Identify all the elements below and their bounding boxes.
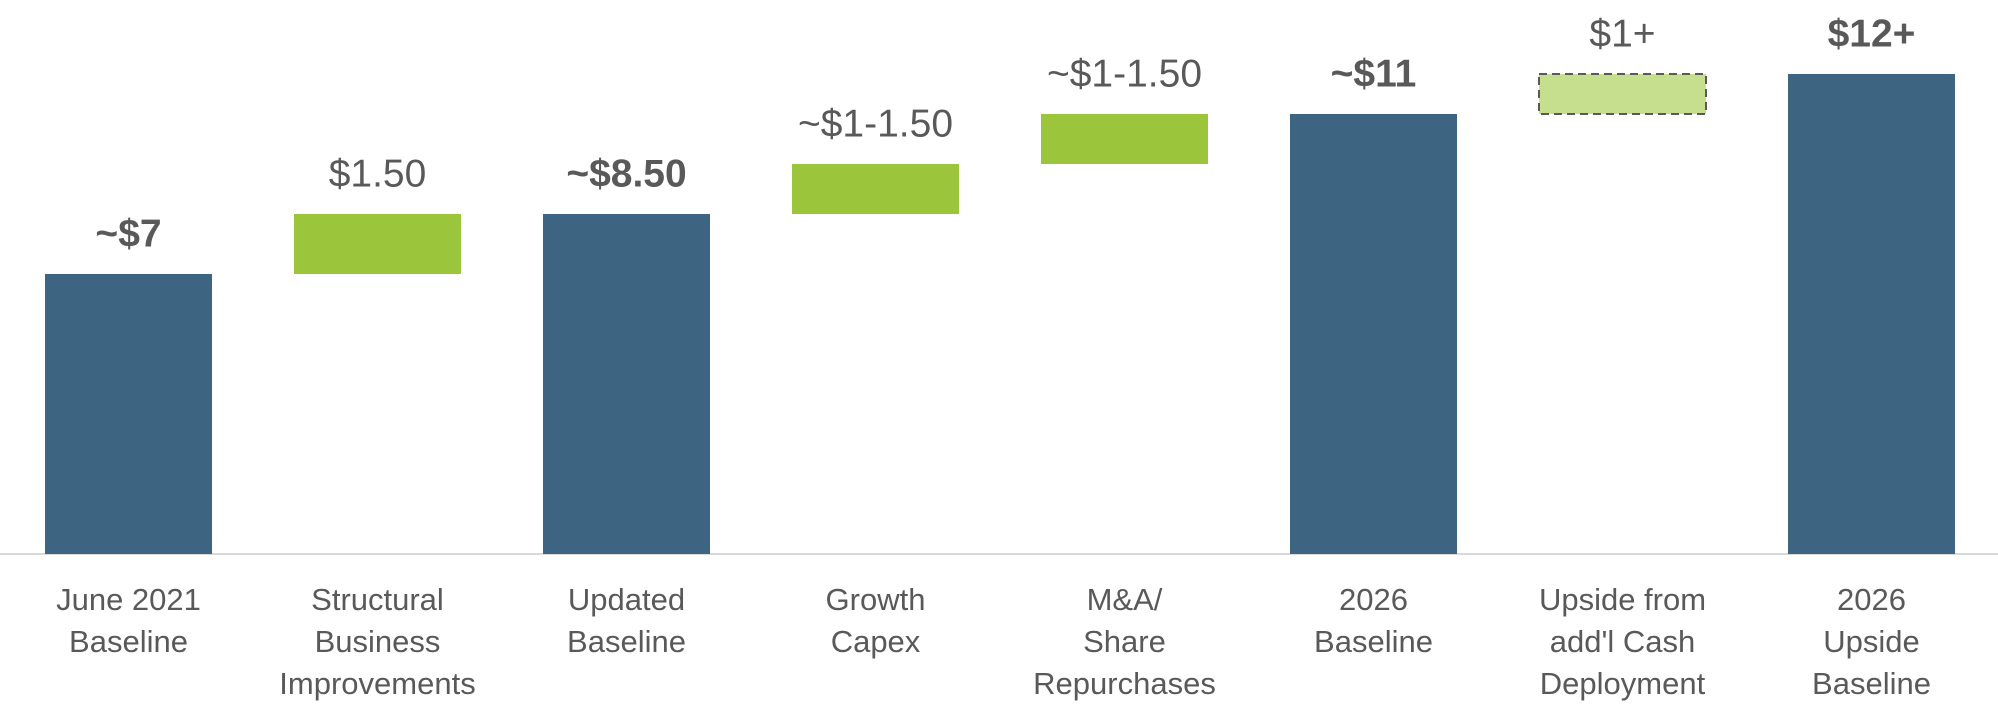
x-tick-label: 2026	[1837, 582, 1906, 617]
x-tick-label: Share	[1083, 624, 1166, 659]
x-tick-label: Improvements	[279, 666, 475, 701]
x-tick-label: Updated	[568, 582, 685, 617]
x-tick-label: Upside from	[1539, 582, 1706, 617]
increment-bar	[1538, 73, 1707, 115]
x-tick-label: Deployment	[1540, 666, 1706, 701]
x-tick-label: Structural	[311, 582, 444, 617]
x-tick-label: Upside	[1823, 624, 1920, 659]
x-tick-label: Baseline	[69, 624, 188, 659]
data-label: ~$7	[95, 212, 161, 255]
x-tick-label: Capex	[831, 624, 921, 659]
x-tick-label: Baseline	[1812, 666, 1931, 701]
total-bar	[45, 274, 212, 554]
x-tick-label: Baseline	[1314, 624, 1433, 659]
increment-bar	[792, 164, 959, 214]
x-tick-label: June 2021	[56, 582, 201, 617]
x-tick-label: Repurchases	[1033, 666, 1216, 701]
data-label: $1.50	[329, 152, 427, 195]
x-tick-label: Business	[315, 624, 441, 659]
x-tick-label: 2026	[1339, 582, 1408, 617]
total-bar	[1788, 74, 1955, 554]
x-tick-label: add'l Cash	[1550, 624, 1696, 659]
x-tick-label: M&A/	[1087, 582, 1163, 617]
data-label: ~$11	[1331, 52, 1417, 95]
data-label: $1+	[1589, 12, 1655, 55]
x-tick-label: Baseline	[567, 624, 686, 659]
x-tick-label: Growth	[826, 582, 926, 617]
data-label: ~$1-1.50	[1047, 52, 1202, 95]
data-label: ~$8.50	[566, 152, 686, 195]
total-bar	[543, 214, 710, 554]
total-bar	[1290, 114, 1457, 554]
data-label: ~$1-1.50	[798, 102, 953, 145]
increment-bar	[294, 214, 461, 274]
data-label: $12+	[1828, 12, 1916, 55]
increment-bar	[1041, 114, 1208, 164]
